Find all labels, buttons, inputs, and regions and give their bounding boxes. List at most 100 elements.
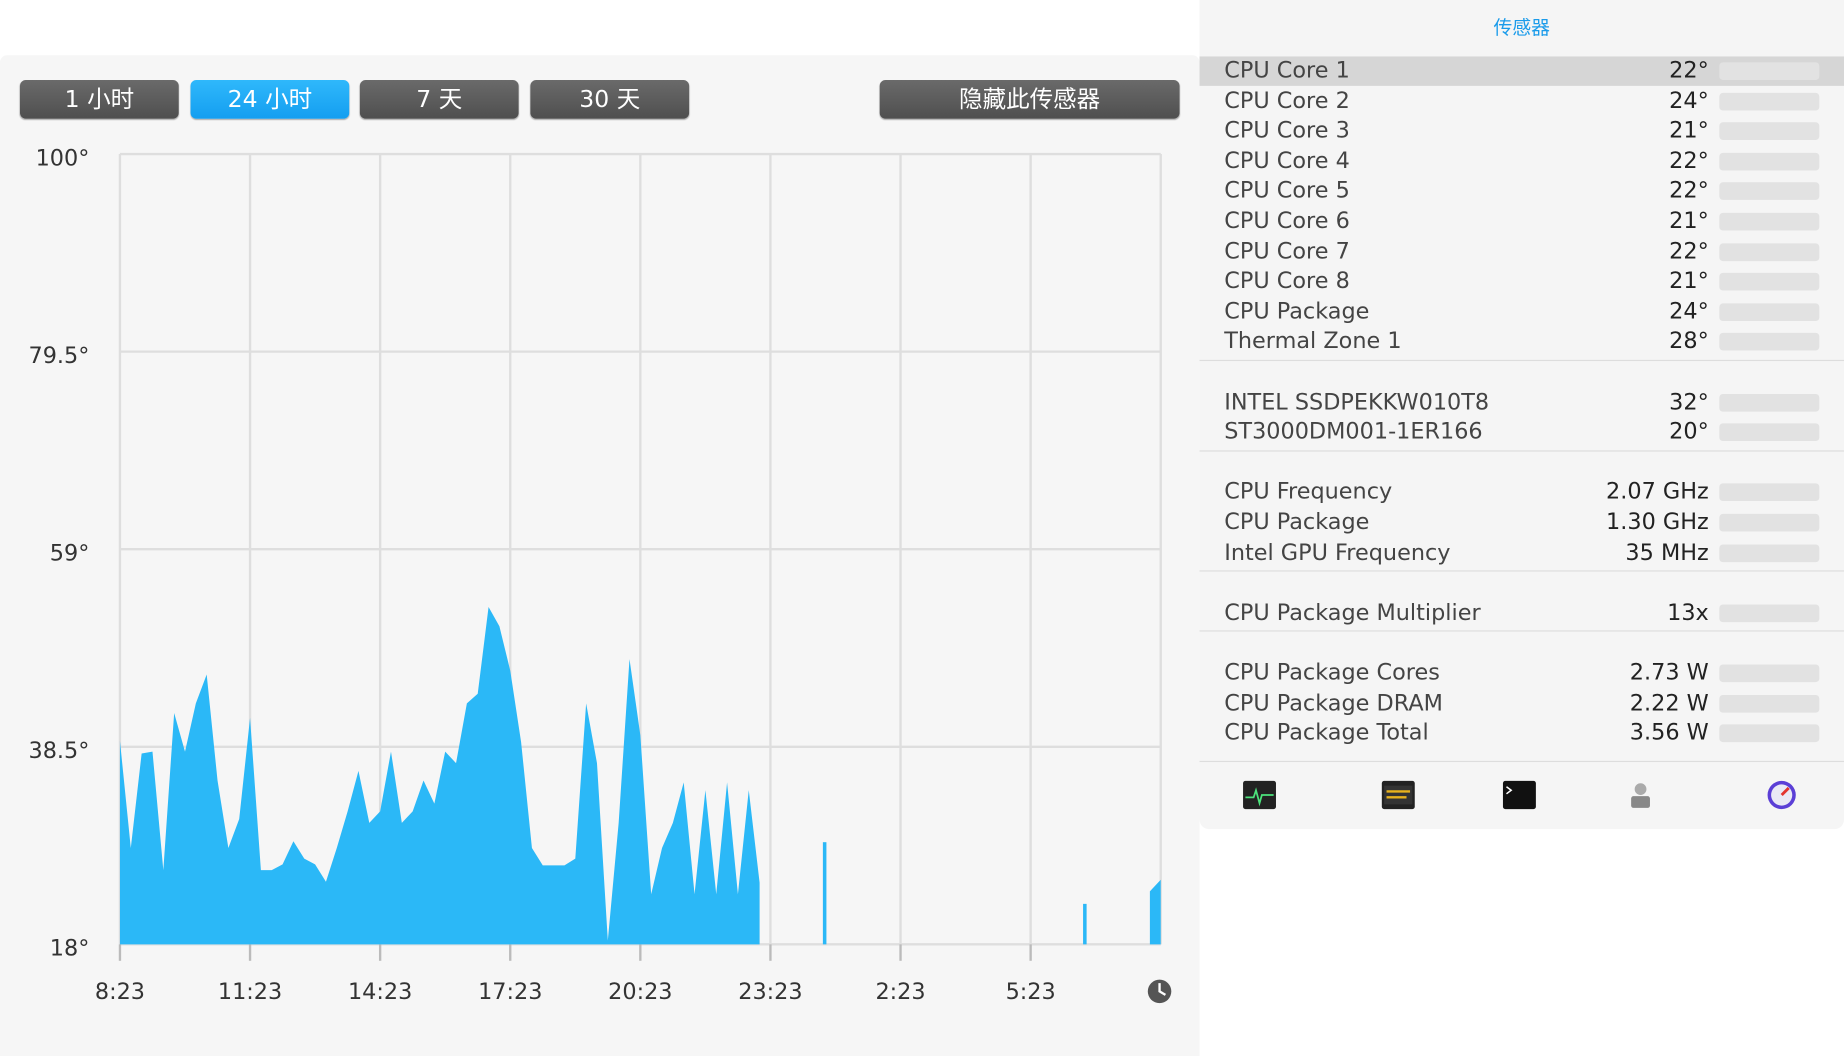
sensor-value: 20° xyxy=(1669,418,1709,445)
sensor-name: CPU Package Cores xyxy=(1224,659,1440,686)
system-info-icon[interactable] xyxy=(1623,780,1658,811)
sensor-value: 22° xyxy=(1669,57,1709,84)
sensor-row[interactable]: CPU Core 7 22° xyxy=(1200,237,1844,266)
sensor-level xyxy=(1719,122,1820,141)
range-button[interactable]: 24 小时 xyxy=(190,79,350,119)
x-tick-label: 23:23 xyxy=(738,979,802,1005)
area-spike xyxy=(1083,903,1087,945)
separator xyxy=(1199,359,1844,362)
sensor-name: ST3000DM001-1ER166 xyxy=(1224,418,1483,445)
sensor-value: 13x xyxy=(1667,599,1709,626)
sensor-name: Intel GPU Frequency xyxy=(1224,539,1451,566)
sensor-level xyxy=(1719,242,1820,261)
sensor-row[interactable]: INTEL SSDPEKKW010T8 32° xyxy=(1200,388,1844,417)
console-icon[interactable] xyxy=(1381,780,1416,811)
terminal-icon[interactable] xyxy=(1502,780,1537,811)
sensor-name: CPU Package Multiplier xyxy=(1224,599,1481,626)
sensor-value: 32° xyxy=(1669,388,1709,415)
sensor-level xyxy=(1719,303,1820,321)
sensor-name: CPU Core 8 xyxy=(1224,268,1350,295)
history-panel: 1 小时 24 小时 7 天 30 天 隐藏此传感器 18° 38.5° 59° 79.5°… xyxy=(0,55,1200,1056)
sensor-name: CPU Core 3 xyxy=(1224,117,1350,144)
sensor-row[interactable]: CPU Package Total 3.56 W xyxy=(1200,719,1844,748)
x-tick-label: 14:23 xyxy=(348,979,412,1005)
history-clock-icon[interactable] xyxy=(1147,979,1172,1004)
sensor-name: CPU Package Total xyxy=(1224,719,1429,746)
sensor-level xyxy=(1719,182,1820,201)
sensor-name: CPU Core 1 xyxy=(1224,57,1350,84)
y-tick-label: 100° xyxy=(36,145,90,171)
sensor-value: 3.56 W xyxy=(1629,719,1709,746)
sensor-value: 21° xyxy=(1669,117,1709,144)
sensor-row[interactable]: CPU Package 1.30 GHz xyxy=(1200,508,1844,537)
sensor-row[interactable]: CPU Core 1 22° xyxy=(1199,56,1844,86)
clock-hands xyxy=(1158,983,1167,996)
x-tick-label: 17:23 xyxy=(478,979,542,1005)
sensor-level xyxy=(1719,212,1820,231)
sensor-level xyxy=(1719,724,1820,743)
sensor-row[interactable]: Thermal Zone 1 28° xyxy=(1200,327,1844,356)
area xyxy=(119,607,760,945)
sensor-row[interactable]: CPU Package Cores 2.73 W xyxy=(1200,659,1844,688)
sensor-row[interactable]: CPU Package 24° xyxy=(1200,297,1844,326)
sensor-row[interactable]: CPU Core 4 22° xyxy=(1200,147,1844,176)
sensor-name: CPU Core 2 xyxy=(1224,87,1350,114)
sensor-value: 22° xyxy=(1669,238,1709,265)
sensor-level xyxy=(1719,483,1820,502)
sensor-value: 28° xyxy=(1669,328,1709,355)
sensor-level xyxy=(1719,423,1820,442)
range-button[interactable]: 1 小时 xyxy=(19,79,179,119)
sensor-value: 24° xyxy=(1669,87,1709,114)
sensor-level xyxy=(1719,664,1820,683)
sensor-list-panel: 传感器 CPU Core 1 22° CPU Core 2 24° CPU Core 3… xyxy=(1199,0,1844,830)
sensor-value: 21° xyxy=(1669,268,1709,295)
sensor-level xyxy=(1719,393,1820,412)
sensor-row[interactable]: CPU Core 3 21° xyxy=(1200,117,1844,146)
range-button[interactable]: 7 天 xyxy=(359,79,519,119)
sensor-name: CPU Package xyxy=(1224,509,1370,536)
activity-monitor-icon[interactable] xyxy=(1242,780,1277,811)
sensor-level xyxy=(1719,92,1820,111)
sensor-row[interactable]: CPU Core 6 21° xyxy=(1200,207,1844,236)
sensor-level xyxy=(1719,604,1820,622)
range-button[interactable]: 30 天 xyxy=(530,79,690,119)
sensor-row[interactable]: Intel GPU Frequency 35 MHz xyxy=(1200,538,1844,567)
y-tick-label: 18° xyxy=(50,936,90,962)
sensor-name: CPU Package DRAM xyxy=(1224,689,1443,716)
sensor-value: 24° xyxy=(1669,298,1709,325)
disk-utility-icon[interactable] xyxy=(1764,780,1799,811)
sensor-row[interactable]: CPU Core 5 22° xyxy=(1200,177,1844,206)
sensor-value: 2.73 W xyxy=(1629,659,1709,686)
sensor-name: CPU Core 7 xyxy=(1224,238,1350,265)
sensor-row[interactable]: CPU Package DRAM 2.22 W xyxy=(1200,689,1844,718)
x-tick-label: 8:23 xyxy=(95,979,145,1005)
y-tick-label: 79.5° xyxy=(28,343,89,369)
sensor-level xyxy=(1719,694,1820,713)
sensor-value: 1.30 GHz xyxy=(1606,509,1709,536)
sensor-name: CPU Package xyxy=(1224,298,1370,325)
sensor-name: CPU Core 6 xyxy=(1224,208,1350,235)
sensor-row[interactable]: CPU Core 8 21° xyxy=(1200,267,1844,296)
hide-sensor-button[interactable]: 隐藏此传感器 xyxy=(879,79,1180,119)
y-tick-label: 38.5° xyxy=(28,738,89,764)
sensor-row[interactable]: ST3000DM001-1ER166 20° xyxy=(1200,418,1844,447)
sensor-level xyxy=(1719,333,1820,351)
sensor-name: CPU Core 5 xyxy=(1224,178,1350,204)
sensor-level xyxy=(1719,513,1820,532)
x-tick-label: 11:23 xyxy=(218,979,282,1005)
sensor-value: 21° xyxy=(1669,208,1709,235)
sensor-name: CPU Frequency xyxy=(1224,479,1393,505)
x-tick-label: 20:23 xyxy=(608,979,672,1005)
sensor-level xyxy=(1719,152,1820,171)
sensor-row[interactable]: CPU Package Multiplier 13x xyxy=(1200,598,1844,627)
sensor-value: 22° xyxy=(1669,178,1709,204)
sensor-level xyxy=(1719,273,1820,291)
sensor-row[interactable]: CPU Frequency 2.07 GHz xyxy=(1200,478,1844,507)
sensor-name: INTEL SSDPEKKW010T8 xyxy=(1224,388,1490,415)
sensor-row[interactable]: CPU Core 2 24° xyxy=(1200,87,1844,116)
area-spike xyxy=(822,842,827,945)
sensor-name: Thermal Zone 1 xyxy=(1224,328,1402,355)
separator xyxy=(1199,760,1844,763)
